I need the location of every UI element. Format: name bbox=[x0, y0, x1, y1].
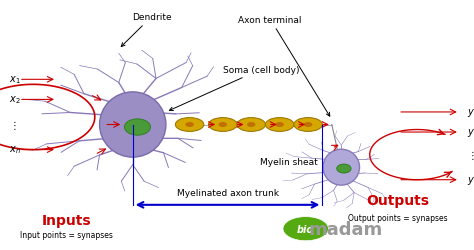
Text: Output points = synapses: Output points = synapses bbox=[348, 213, 448, 222]
Ellipse shape bbox=[265, 118, 294, 132]
Text: $x_2$: $x_2$ bbox=[9, 94, 21, 106]
Text: Inputs: Inputs bbox=[42, 213, 91, 227]
Ellipse shape bbox=[100, 92, 166, 158]
Text: Axon terminal: Axon terminal bbox=[238, 16, 330, 117]
Text: bio: bio bbox=[297, 224, 314, 234]
Text: $\vdots$: $\vdots$ bbox=[9, 118, 17, 132]
Ellipse shape bbox=[219, 122, 227, 128]
Text: Myelinated axon trunk: Myelinated axon trunk bbox=[176, 188, 279, 197]
Text: $y_1$: $y_1$ bbox=[467, 106, 474, 118]
Ellipse shape bbox=[337, 164, 351, 173]
Text: $y_m$: $y_m$ bbox=[467, 174, 474, 186]
Text: $y_2$: $y_2$ bbox=[467, 126, 474, 138]
Ellipse shape bbox=[323, 150, 359, 185]
Text: $x_n$: $x_n$ bbox=[9, 144, 21, 156]
Text: Outputs: Outputs bbox=[367, 193, 429, 207]
Text: $x_1$: $x_1$ bbox=[9, 74, 21, 86]
Text: Input points = synapses: Input points = synapses bbox=[20, 230, 113, 239]
Ellipse shape bbox=[275, 122, 284, 128]
Text: Myelin sheat: Myelin sheat bbox=[260, 158, 318, 166]
Ellipse shape bbox=[294, 118, 322, 132]
Ellipse shape bbox=[247, 122, 255, 128]
Ellipse shape bbox=[175, 118, 204, 132]
Circle shape bbox=[283, 217, 328, 241]
Ellipse shape bbox=[124, 119, 151, 136]
Text: $\vdots$: $\vdots$ bbox=[467, 148, 474, 162]
Text: madam: madam bbox=[309, 220, 383, 238]
Ellipse shape bbox=[304, 122, 312, 128]
Ellipse shape bbox=[237, 118, 265, 132]
Ellipse shape bbox=[209, 118, 237, 132]
Text: Soma (cell body): Soma (cell body) bbox=[169, 66, 299, 111]
Text: Dendrite: Dendrite bbox=[121, 13, 172, 47]
Ellipse shape bbox=[185, 122, 194, 128]
